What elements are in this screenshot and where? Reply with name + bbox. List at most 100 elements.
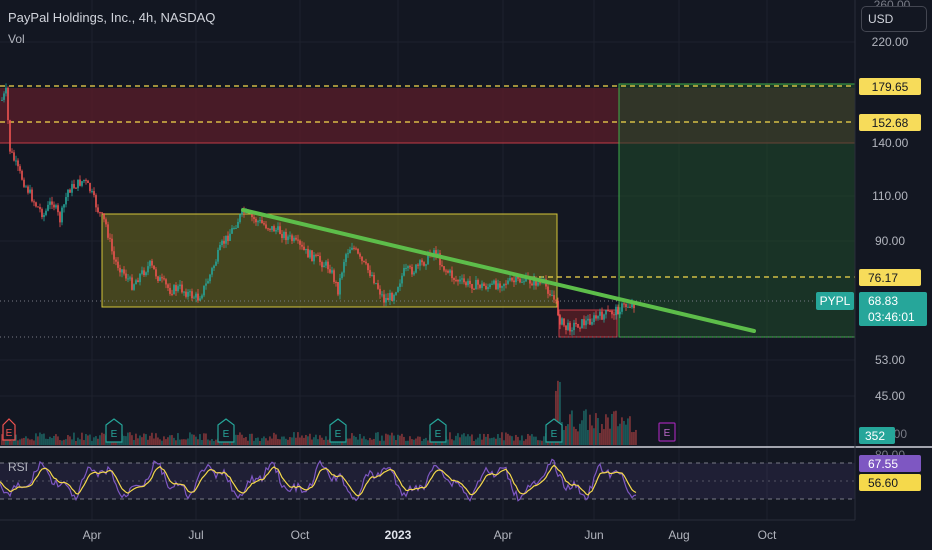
volume-bar [303, 437, 305, 445]
candle-body [337, 281, 339, 295]
rsi-line [0, 458, 637, 502]
volume-indicator-label[interactable]: Vol [8, 32, 25, 46]
volume-bar [503, 440, 505, 445]
volume-bar [531, 434, 533, 445]
volume-bar [71, 439, 73, 445]
volume-bar [295, 437, 297, 445]
volume-bar [29, 439, 31, 445]
candle-body [159, 277, 161, 282]
descending-trendline[interactable] [241, 208, 756, 333]
earnings-marker[interactable]: E [2, 418, 16, 441]
volume-bar [167, 437, 169, 445]
volume-bar [573, 426, 575, 445]
volume-bar [363, 436, 365, 445]
candle-body [509, 278, 511, 281]
rsi-ma-label[interactable] [859, 474, 921, 491]
candle-body [317, 254, 319, 256]
volume-bar [565, 426, 567, 445]
candle-body [3, 93, 5, 100]
price-scale[interactable]: 260.00 220.00 140.00 110.00 90.00 53.00 … [816, 0, 927, 520]
candle-body [19, 166, 21, 171]
candle-body [59, 212, 61, 223]
candle-body [263, 223, 265, 225]
last-price-label[interactable] [859, 292, 927, 326]
candle-body [375, 283, 377, 285]
currency-selector[interactable]: USD [861, 6, 927, 32]
earnings-marker[interactable]: E [429, 418, 447, 443]
candle-body [467, 280, 469, 286]
candle-body [383, 294, 385, 303]
level-label-179[interactable] [859, 78, 921, 95]
volume-bar [427, 440, 429, 445]
volume-bar [529, 435, 531, 445]
candle-body [255, 218, 257, 223]
volume-bar [1, 434, 3, 445]
candle-body [489, 284, 491, 288]
volume-bar [247, 440, 249, 445]
earnings-marker[interactable]: E [329, 418, 347, 443]
candle-body [619, 311, 621, 315]
rsi-label-value[interactable] [859, 455, 921, 472]
candle-body [353, 247, 355, 249]
candle-body [201, 295, 203, 299]
candle-body [165, 279, 167, 285]
volume-bar [365, 439, 367, 445]
candle-body [577, 323, 579, 328]
volume-bar [453, 440, 455, 445]
volume-label[interactable] [859, 427, 895, 444]
volume-bar [611, 413, 613, 445]
candle-body [147, 266, 149, 273]
candle-body [309, 250, 311, 258]
candle-body [481, 283, 483, 288]
target-box[interactable] [618, 83, 856, 338]
volume-bar [97, 438, 99, 445]
earnings-markers: E E E E E E E [2, 418, 676, 443]
candle-body [513, 280, 515, 283]
volume-bar [559, 381, 561, 445]
candle-body [209, 274, 211, 282]
volume-bar [177, 433, 179, 445]
earnings-marker-future[interactable]: E [658, 422, 676, 442]
candle-body [503, 283, 505, 287]
earnings-marker[interactable]: E [545, 418, 563, 443]
volume-bar [451, 439, 453, 445]
candle-body [385, 297, 387, 303]
candle-body [591, 322, 593, 325]
earnings-marker[interactable]: E [217, 418, 235, 443]
candle-body [175, 285, 177, 292]
earnings-marker[interactable]: E [105, 418, 123, 443]
price-tick: 53.00 [875, 353, 905, 367]
volume-bar [141, 437, 143, 445]
volume-bar [89, 434, 91, 445]
symbol-label[interactable] [816, 292, 854, 310]
volume-bar [245, 437, 247, 445]
candle-body [349, 249, 351, 254]
candle-body [127, 278, 129, 280]
candle-body [265, 224, 267, 229]
candle-body [441, 265, 443, 267]
level-label-76[interactable] [859, 269, 921, 286]
volume-bar [15, 434, 17, 445]
volume-bar [617, 426, 619, 445]
rsi-indicator-label[interactable]: RSI [8, 460, 29, 474]
candle-body [269, 228, 271, 230]
candle-body [39, 207, 41, 210]
time-axis[interactable]: Apr Jul Oct 2023 Apr Jun Aug Oct [0, 519, 855, 542]
volume-bar [373, 438, 375, 445]
volume-bar [299, 437, 301, 445]
candle-body [77, 179, 79, 189]
chart-title[interactable]: PayPal Holdings, Inc., 4h, NASDAQ [8, 10, 216, 25]
candle-body [61, 207, 63, 223]
candle-body [491, 283, 493, 285]
level-label-152[interactable] [859, 114, 921, 131]
volume-bar [199, 434, 201, 445]
candle-body [607, 310, 609, 312]
volume-bar [359, 433, 361, 445]
volume-bar [53, 435, 55, 445]
candle-body [235, 227, 237, 229]
candle-body [17, 160, 19, 167]
candle-body [373, 275, 375, 284]
volume-bar [249, 433, 251, 445]
candle-body [405, 267, 407, 269]
